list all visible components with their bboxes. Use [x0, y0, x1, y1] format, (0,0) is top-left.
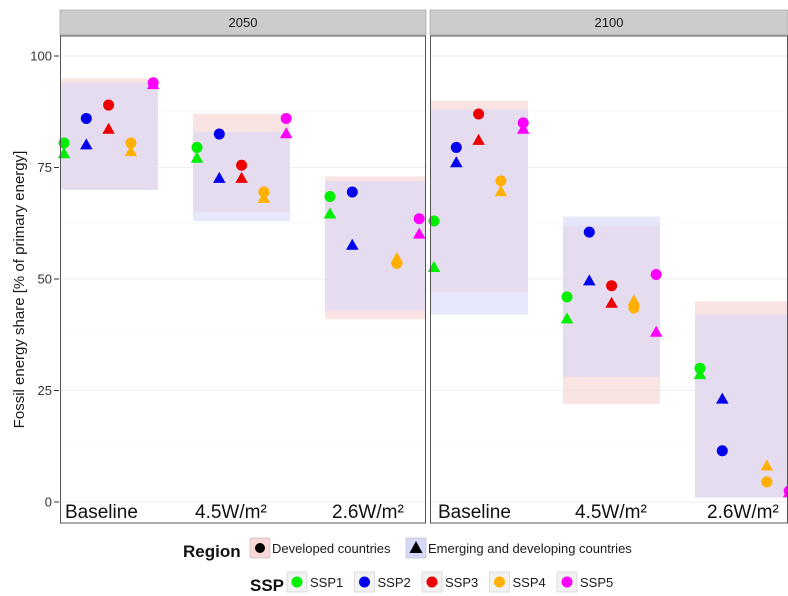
point-emerging [346, 238, 359, 250]
legend-region-label: Developed countries [272, 541, 391, 556]
scenario-label: 4.5W/m² [575, 502, 647, 523]
point-emerging [472, 133, 485, 145]
range-emerging [325, 180, 426, 311]
point-developed [103, 99, 115, 111]
point-developed [761, 476, 773, 488]
legend-ssp-marker [426, 576, 438, 588]
panel-strip-label: 2050 [229, 15, 258, 30]
point-emerging [279, 127, 293, 139]
point-developed [583, 226, 595, 238]
point-emerging [760, 459, 774, 471]
point-emerging [213, 171, 226, 183]
legend-layer: Region Developed countries Emerging and de… [183, 537, 632, 595]
y-axis-title: Fossil energy share [% of primary energy… [11, 151, 28, 429]
scenario-label: 2.6W/m² [707, 502, 779, 523]
range-emerging [60, 82, 158, 190]
point-emerging [124, 145, 138, 157]
point-emerging [693, 368, 707, 380]
point-developed [450, 141, 462, 153]
panel-strip-label: 2100 [595, 15, 624, 30]
point-emerging [494, 185, 508, 197]
point-emerging [782, 488, 788, 498]
point-emerging [190, 151, 204, 163]
point-emerging [583, 274, 596, 286]
legend-ssp-marker [494, 576, 505, 588]
legend-ssp-marker [561, 576, 573, 588]
point-emerging [323, 207, 337, 219]
point-emerging [257, 191, 271, 203]
legend-region-label: Emerging and developing countries [428, 541, 632, 556]
legend-region: Region Developed countries Emerging and de… [183, 537, 632, 561]
legend-ssp: SSP SSP1 SSP2 SSP3 SSP4 SSP5 [250, 571, 613, 595]
point-developed [495, 175, 507, 187]
scenario-label: 2.6W/m² [332, 502, 404, 523]
range-emerging [563, 216, 660, 378]
point-developed [606, 280, 618, 292]
point-developed [473, 108, 485, 120]
panel-2050: 2050 Baseline 4.5W/m² 2.6W/m² [57, 9, 427, 524]
axis-layer: Fossil energy share [% of primary energy… [11, 49, 59, 510]
y-tick-label: 50 [38, 272, 52, 287]
point-emerging [516, 122, 530, 134]
panel-2100: 2100 Baseline 4.5W/m² 2.6W/m² [427, 9, 788, 524]
point-emerging [605, 296, 618, 308]
legend-ssp-label: SSP3 [445, 575, 478, 590]
legend-region-marker-triangle [409, 541, 423, 553]
legend-ssp-label: SSP5 [580, 575, 613, 590]
legend-ssp-label: SSP1 [310, 575, 343, 590]
legend-ssp-marker [359, 576, 370, 588]
point-emerging [450, 156, 463, 168]
point-developed [280, 112, 292, 124]
y-tick-label: 75 [38, 160, 52, 175]
point-developed [324, 190, 336, 202]
point-developed [428, 215, 440, 227]
range-emerging [695, 314, 788, 498]
point-developed [561, 291, 573, 303]
legend-ssp-title: SSP [250, 576, 284, 595]
legend-ssp-marker [291, 576, 303, 588]
point-emerging [412, 227, 426, 239]
point-emerging [146, 78, 160, 90]
panel-strip [59, 9, 427, 36]
point-developed [213, 128, 225, 140]
point-developed [650, 269, 662, 281]
point-developed [236, 159, 248, 171]
scenario-label: Baseline [438, 502, 511, 523]
legend-region-marker-circle [255, 543, 265, 553]
panel-border [60, 35, 426, 524]
point-emerging [716, 392, 729, 404]
point-emerging [560, 312, 574, 324]
point-developed [80, 112, 92, 124]
point-emerging [649, 325, 663, 337]
point-emerging [235, 171, 248, 183]
point-developed [413, 213, 425, 225]
legend-ssp-label: SSP2 [378, 575, 411, 590]
point-developed [125, 137, 137, 149]
scenario-label: Baseline [65, 502, 138, 523]
point-developed [58, 137, 70, 149]
point-developed [191, 141, 203, 153]
scenario-label: 4.5W/m² [195, 502, 267, 523]
point-developed [346, 186, 358, 198]
y-tick-label: 0 [45, 495, 52, 510]
panel-strip [429, 9, 788, 36]
legend-ssp-label: SSP4 [513, 575, 546, 590]
point-emerging [80, 138, 93, 150]
point-emerging [102, 122, 115, 134]
point-developed [716, 445, 728, 457]
point-emerging [627, 294, 641, 306]
point-emerging [390, 252, 404, 264]
y-tick-label: 25 [38, 383, 52, 398]
panels-layer: 2050 Baseline 4.5W/m² 2.6W/m² 2100 Baseline 4.… [57, 9, 788, 524]
y-tick-label: 100 [30, 49, 52, 64]
legend-region-title: Region [183, 542, 241, 561]
